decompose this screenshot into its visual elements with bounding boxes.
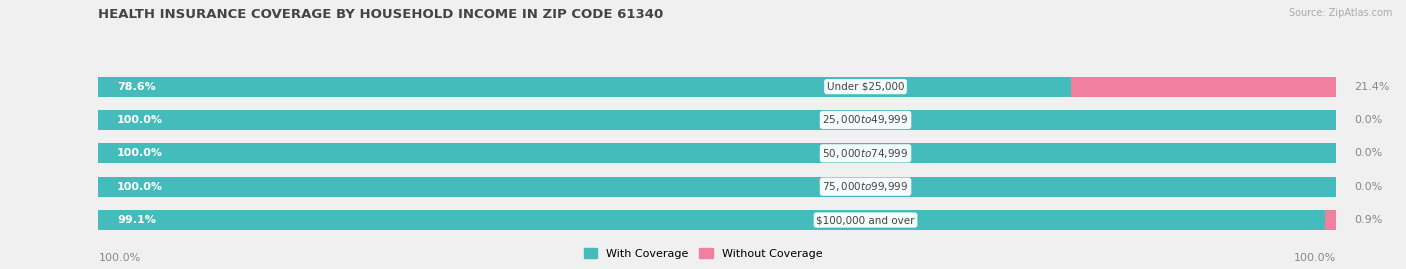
Text: 21.4%: 21.4% — [1354, 82, 1389, 92]
Text: $75,000 to $99,999: $75,000 to $99,999 — [823, 180, 908, 193]
Text: 0.0%: 0.0% — [1354, 148, 1382, 158]
Bar — [98, 177, 1336, 197]
Text: 100.0%: 100.0% — [117, 115, 163, 125]
Text: 0.0%: 0.0% — [1354, 115, 1382, 125]
Text: 100.0%: 100.0% — [98, 253, 141, 263]
Text: Under $25,000: Under $25,000 — [827, 82, 904, 92]
Text: HEALTH INSURANCE COVERAGE BY HOUSEHOLD INCOME IN ZIP CODE 61340: HEALTH INSURANCE COVERAGE BY HOUSEHOLD I… — [98, 8, 664, 21]
Text: $50,000 to $74,999: $50,000 to $74,999 — [823, 147, 908, 160]
Text: $100,000 and over: $100,000 and over — [817, 215, 915, 225]
Bar — [1071, 77, 1336, 97]
Bar — [98, 110, 1336, 130]
Text: Source: ZipAtlas.com: Source: ZipAtlas.com — [1288, 8, 1392, 18]
Text: 78.6%: 78.6% — [117, 82, 156, 92]
Bar — [98, 77, 1336, 97]
Bar — [98, 143, 1336, 163]
Legend: With Coverage, Without Coverage: With Coverage, Without Coverage — [579, 244, 827, 263]
Bar — [98, 210, 1324, 230]
Bar — [98, 210, 1336, 230]
Text: 0.0%: 0.0% — [1354, 182, 1382, 192]
Bar — [1324, 210, 1336, 230]
Bar — [98, 143, 1336, 163]
Text: 0.9%: 0.9% — [1354, 215, 1382, 225]
Text: $25,000 to $49,999: $25,000 to $49,999 — [823, 114, 908, 126]
Text: 99.1%: 99.1% — [117, 215, 156, 225]
Text: 100.0%: 100.0% — [117, 148, 163, 158]
Bar — [98, 110, 1336, 130]
Text: 100.0%: 100.0% — [1294, 253, 1336, 263]
Text: 100.0%: 100.0% — [117, 182, 163, 192]
Bar — [98, 77, 1071, 97]
Bar — [98, 177, 1336, 197]
